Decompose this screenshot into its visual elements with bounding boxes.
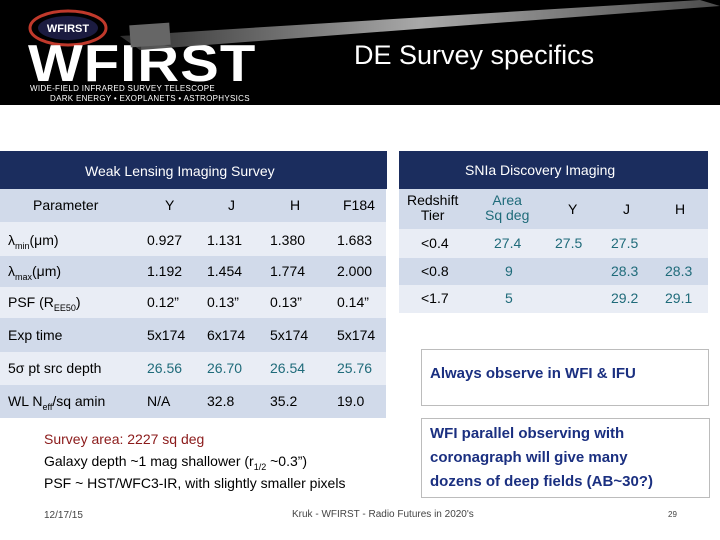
table-cell: 19.0 xyxy=(337,393,365,409)
logo-tagline-2: DARK ENERGY • EXOPLANETS • ASTROPHYSICS xyxy=(50,94,250,103)
table-cell: 26.54 xyxy=(270,360,306,376)
row-label: λmax(μm) xyxy=(8,263,62,282)
row-label: PSF (REE50) xyxy=(8,294,81,313)
row-label: WL Neff/sq amin xyxy=(8,393,106,412)
table-cell: 9 xyxy=(505,263,513,279)
table-cell: 0.13” xyxy=(207,294,239,310)
column-header: H xyxy=(675,201,686,217)
table-row: PSF (REE50) 0.12” 0.13” 0.13” 0.14” xyxy=(0,287,386,318)
table-cell: 28.3 xyxy=(665,263,693,279)
table-cell: <0.4 xyxy=(421,235,449,251)
column-header: J xyxy=(228,197,235,213)
table-cell: <1.7 xyxy=(421,290,449,306)
row-label: λmin(μm) xyxy=(8,232,59,251)
row-label: 5σ pt src depth xyxy=(8,360,102,376)
table-cell: 1.131 xyxy=(207,232,243,248)
psf-text: PSF ~ HST/WFC3-IR, with slightly smaller… xyxy=(44,475,346,491)
table-row: <0.4 27.4 27.5 27.5 xyxy=(399,229,708,258)
snia-heading: SNIa Discovery Imaging xyxy=(399,151,708,189)
table-cell: <0.8 xyxy=(421,263,449,279)
table-cell: 1.192 xyxy=(147,263,183,279)
table-cell: 5x174 xyxy=(270,327,309,343)
table-row: λmax(μm) 1.192 1.454 1.774 2.000 xyxy=(0,256,386,287)
wfirst-badge-icon: WFIRST xyxy=(28,9,108,47)
table-cell: 1.454 xyxy=(207,263,243,279)
footer-credit: Kruk - WFIRST - Radio Futures in 2020's xyxy=(292,509,474,520)
table-header-row: Parameter Y J H F184 xyxy=(0,189,386,222)
parallel-note-line: coronagraph will give many xyxy=(430,449,628,466)
galaxy-depth-text: Galaxy depth ~1 mag shallower (r1/2 ~0.3… xyxy=(44,453,308,472)
table-cell: N/A xyxy=(147,393,171,409)
row-label: Exp time xyxy=(8,327,63,343)
table-row: <0.8 9 28.3 28.3 xyxy=(399,258,708,285)
badge-text: WFIRST xyxy=(47,23,89,35)
table-row: λmin(μm) 0.927 1.131 1.380 1.683 xyxy=(0,222,386,256)
column-header: F184 xyxy=(343,197,375,213)
table-cell: 1.380 xyxy=(270,232,306,248)
logo-tagline-1: WIDE-FIELD INFRARED SURVEY TELESCOPE xyxy=(30,84,216,93)
table-cell: 29.1 xyxy=(665,290,693,306)
table-cell: 27.4 xyxy=(494,235,522,251)
parallel-note-line: dozens of deep fields (AB~30?) xyxy=(430,473,653,490)
table-header-row: Redshift Tier Area Sq deg Y J H xyxy=(399,189,708,229)
table-cell: 5 xyxy=(505,290,513,306)
table-cell: 35.2 xyxy=(270,393,298,409)
page-number: 29 xyxy=(668,510,677,519)
table-cell: 6x174 xyxy=(207,327,246,343)
table-cell: 27.5 xyxy=(555,235,583,251)
table-cell: 2.000 xyxy=(337,263,373,279)
column-header-area: Area Sq deg xyxy=(485,192,530,223)
observe-note-box: Always observe in WFI & IFU xyxy=(421,349,709,406)
telescope-streak-decoration xyxy=(120,0,720,50)
table-cell: 32.8 xyxy=(207,393,235,409)
table-cell: 26.70 xyxy=(207,360,243,376)
table-cell: 29.2 xyxy=(611,290,639,306)
table-cell: 27.5 xyxy=(611,235,639,251)
table-cell: 25.76 xyxy=(337,360,373,376)
weak-lensing-heading: Weak Lensing Imaging Survey xyxy=(0,151,387,189)
column-header: Y xyxy=(568,201,578,217)
column-header: H xyxy=(290,197,301,213)
column-header: Y xyxy=(165,197,175,213)
footer-date: 12/17/15 xyxy=(44,510,83,521)
table-cell: 28.3 xyxy=(611,263,639,279)
table-row: <1.7 5 29.2 29.1 xyxy=(399,285,708,313)
column-header: J xyxy=(623,201,630,217)
table-cell: 0.14” xyxy=(337,294,369,310)
table-cell: 0.12” xyxy=(147,294,179,310)
table-cell: 5x174 xyxy=(337,327,376,343)
snia-heading-text: SNIa Discovery Imaging xyxy=(465,162,616,178)
parallel-note-line: WFI parallel observing with xyxy=(430,425,625,442)
column-header: Parameter xyxy=(33,197,99,213)
table-cell: 1.683 xyxy=(337,232,373,248)
header-banner: WFIRST WFIRST WIDE-FIELD INFRARED SURVEY… xyxy=(0,0,720,105)
table-row: WL Neff/sq amin N/A 32.8 35.2 19.0 xyxy=(0,385,386,418)
survey-area-text: Survey area: 2227 sq deg xyxy=(44,431,205,447)
table-cell: 1.774 xyxy=(270,263,306,279)
table-cell: 5x174 xyxy=(147,327,186,343)
table-row: 5σ pt src depth 26.56 26.70 26.54 25.76 xyxy=(0,352,386,385)
parallel-note-box: WFI parallel observing with coronagraph … xyxy=(421,418,710,498)
page-title: DE Survey specifics xyxy=(354,40,595,70)
weak-lensing-heading-text: Weak Lensing Imaging Survey xyxy=(85,163,275,179)
table-cell: 26.56 xyxy=(147,360,183,376)
table-cell: 0.927 xyxy=(147,232,183,248)
table-row: Exp time 5x174 6x174 5x174 5x174 xyxy=(0,318,386,352)
observe-note: Always observe in WFI & IFU xyxy=(430,365,636,382)
table-cell: 0.13” xyxy=(270,294,302,310)
column-header-redshift: Redshift Tier xyxy=(407,192,459,223)
